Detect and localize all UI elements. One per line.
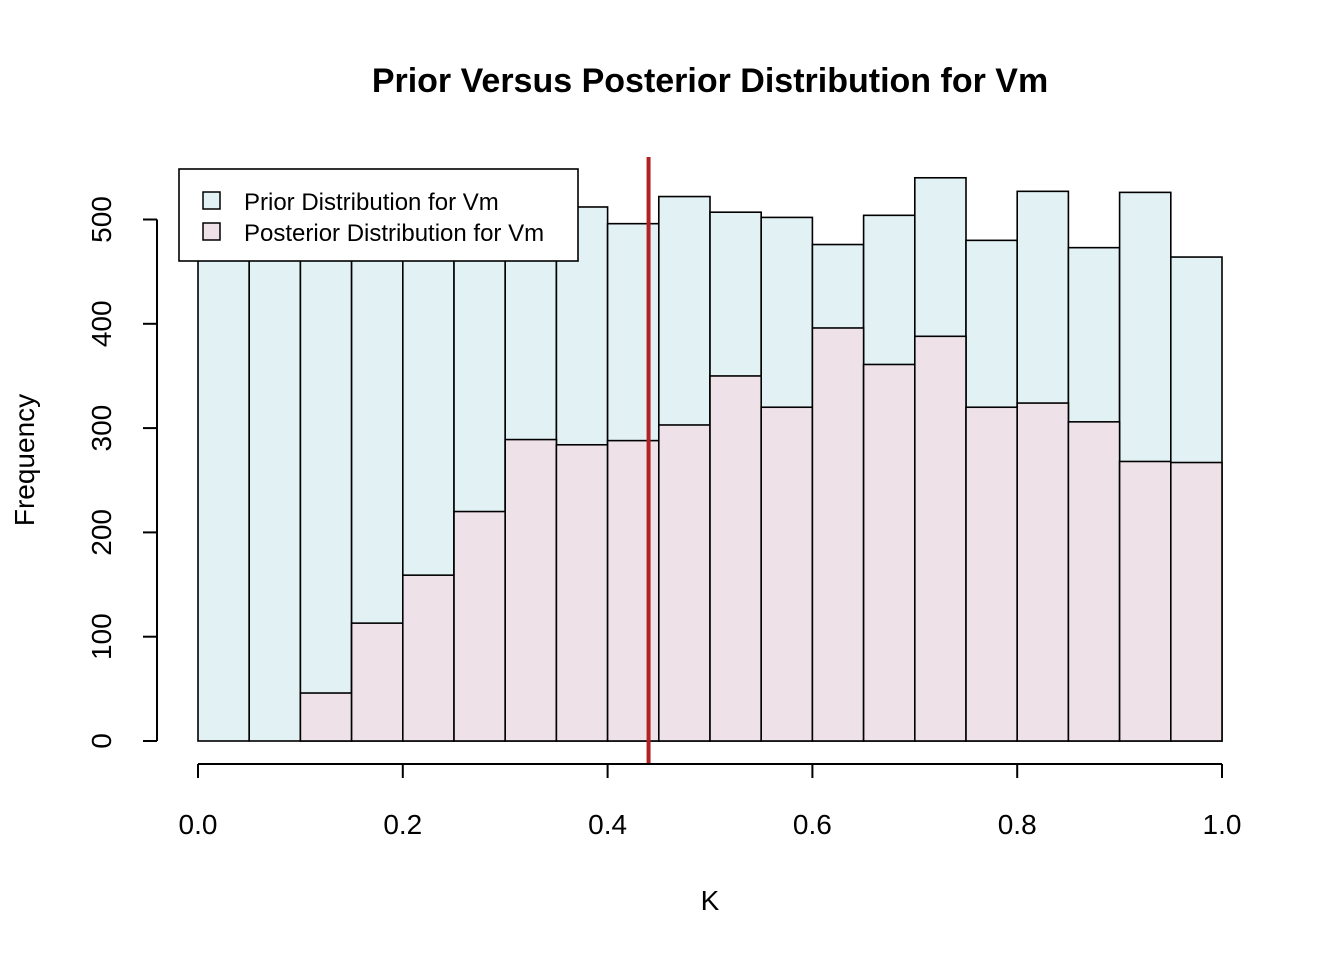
y-axis: 0 100 200 300 400 500	[86, 196, 158, 749]
legend-label-prior: Prior Distribution for Vm	[244, 189, 499, 216]
posterior-bar	[811, 327, 865, 742]
prior-bar	[299, 218, 353, 742]
posterior-bar	[504, 438, 558, 742]
x-tick-label: 0.8	[998, 809, 1037, 840]
y-axis-label: Frequency	[9, 394, 40, 526]
x-axis-label: K	[701, 885, 720, 916]
posterior-bar	[1016, 402, 1070, 742]
y-tick-label: 500	[86, 196, 117, 243]
x-axis: 0.0 0.2 0.4 0.6 0.8 1.0	[179, 763, 1242, 840]
posterior-bar	[862, 363, 916, 742]
x-tick-label: 0.4	[588, 809, 627, 840]
y-tick-label: 0	[86, 733, 117, 749]
posterior-bar	[709, 375, 763, 742]
posterior-bar	[1067, 421, 1121, 742]
y-tick-label: 100	[86, 613, 117, 660]
posterior-bar	[606, 439, 660, 742]
posterior-bar	[401, 574, 455, 742]
posterior-bar	[350, 622, 404, 742]
posterior-bar	[760, 406, 814, 742]
chart-title: Prior Versus Posterior Distribution for …	[372, 62, 1048, 100]
y-tick-label: 400	[86, 300, 117, 347]
legend-swatch-posterior	[202, 222, 221, 241]
y-tick-label: 300	[86, 405, 117, 452]
posterior-bar	[657, 424, 711, 742]
x-tick-label: 0.2	[383, 809, 422, 840]
posterior-bar	[1170, 461, 1223, 742]
prior-bar	[197, 218, 251, 742]
x-tick-label: 0.0	[179, 809, 218, 840]
prior-bar	[248, 218, 302, 742]
posterior-bar	[299, 692, 353, 742]
x-tick-label: 1.0	[1203, 809, 1242, 840]
legend: Prior Distribution for Vm Posterior Dist…	[178, 168, 579, 262]
posterior-bar	[555, 443, 609, 742]
posterior-bar	[1118, 460, 1172, 742]
posterior-bars	[299, 327, 1223, 742]
posterior-bar	[913, 335, 967, 742]
legend-swatch-prior	[202, 191, 221, 210]
y-tick-label: 200	[86, 509, 117, 556]
posterior-bar	[965, 406, 1019, 742]
legend-label-posterior: Posterior Distribution for Vm	[244, 220, 544, 247]
x-tick-label: 0.6	[793, 809, 832, 840]
legend-box	[178, 168, 579, 262]
posterior-bar	[453, 510, 507, 742]
